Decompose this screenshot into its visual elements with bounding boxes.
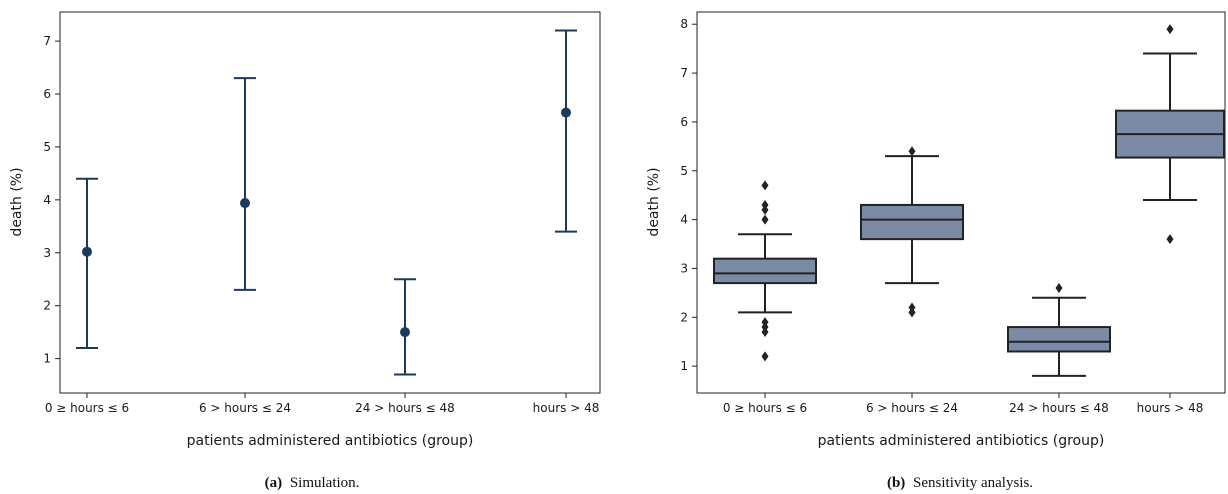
panel-b-outlier-point xyxy=(908,302,916,313)
panel-b-x-tick-label: 24 > hours ≤ 48 xyxy=(1009,401,1109,415)
panel-b-outlier-point xyxy=(1166,234,1174,245)
panel-b-y-tick-label: 1 xyxy=(680,359,688,373)
panel-a-errorbar-group xyxy=(76,177,98,350)
panel-a-y-tick-label: 7 xyxy=(43,34,51,48)
panel-a-x-axis: 0 ≥ hours ≤ 6 6 > hours ≤ 24 24 > hours ≤ … xyxy=(45,393,600,415)
panel-a-errorbar-group xyxy=(555,29,577,233)
panel-a-mean-point xyxy=(240,198,250,209)
panel-a-x-tick-label: 0 ≥ hours ≤ 6 xyxy=(45,401,129,415)
panel-b-box xyxy=(1007,326,1111,353)
panel-a-errorbar-group xyxy=(234,77,256,291)
panel-a-y-tick-label: 6 xyxy=(43,87,51,101)
panel-b-outlier-point xyxy=(1166,24,1174,35)
panel-a-y-tick-label: 5 xyxy=(43,140,51,154)
panel-a-plot-frame xyxy=(59,11,601,394)
panel-b-y-tick-label: 6 xyxy=(680,115,688,129)
panel-b-outlier-point xyxy=(761,214,769,225)
panel-b-caption-text: Sensitivity analysis. xyxy=(913,475,1033,491)
panel-b-plot-frame xyxy=(696,11,1226,394)
panel-b-y-axis-label: death (%) xyxy=(646,167,662,236)
panel-a-y-tick-label: 3 xyxy=(43,246,51,260)
panel-b-outlier-point xyxy=(761,317,769,328)
panel-a-y-axis-label: death (%) xyxy=(9,167,25,236)
panel-b-outlier-point xyxy=(761,351,769,362)
panel-b-x-axis: 0 ≥ hours ≤ 6 6 > hours ≤ 24 24 > hours ≤ … xyxy=(723,393,1204,415)
panel-b-caption: (b) Sensitivity analysis. xyxy=(887,475,1033,491)
panel-b-box-group xyxy=(713,180,817,362)
panel-a-x-tick-label: 24 > hours ≤ 48 xyxy=(355,401,455,415)
panel-a-errorbar-group xyxy=(394,278,416,376)
panel-b-y-tick-label: 5 xyxy=(680,164,688,178)
panel-a-simulation: 1 2 3 4 5 6 7 0 ≥ hours ≤ 6 6 > hours ≤ 24 24 > … xyxy=(9,11,601,491)
panel-a-x-axis-label: patients administered antibiotics (group… xyxy=(187,433,474,449)
panel-b-y-tick-label: 2 xyxy=(680,310,688,324)
panel-b-box xyxy=(713,257,817,285)
panel-b-x-tick-label: hours > 48 xyxy=(1137,401,1204,415)
panel-b-x-tick-label: 0 ≥ hours ≤ 6 xyxy=(723,401,807,415)
panel-b-caption-prefix: (b) xyxy=(887,475,905,491)
panel-b-y-tick-label: 7 xyxy=(680,66,688,80)
panel-a-x-tick-label: 6 > hours ≤ 24 xyxy=(199,401,291,415)
panel-b-x-axis-label: patients administered antibiotics (group… xyxy=(818,433,1105,449)
panel-a-y-tick-label: 4 xyxy=(43,193,51,207)
panel-b-y-axis: 1 2 3 4 5 6 7 8 xyxy=(680,17,697,373)
panel-b-y-tick-label: 3 xyxy=(680,261,688,275)
panel-a-y-axis: 1 2 3 4 5 6 7 xyxy=(43,34,60,366)
panel-a-mean-point xyxy=(400,327,410,338)
panel-b-box xyxy=(860,203,964,241)
panel-a-y-tick-label: 1 xyxy=(43,352,51,366)
panel-b-sensitivity-analysis: 1 2 3 4 5 6 7 8 0 ≥ hours ≤ 6 6 > hours ≤ 24 24 >… xyxy=(646,11,1226,491)
panel-b-outlier-point xyxy=(761,180,769,191)
panel-b-outlier-point xyxy=(761,199,769,210)
panel-b-marks xyxy=(713,24,1225,377)
panel-a-mean-point xyxy=(82,246,92,257)
panel-a-caption-text: Simulation. xyxy=(290,475,360,491)
panel-b-y-tick-label: 8 xyxy=(680,17,688,31)
panel-a-x-tick-label: hours > 48 xyxy=(533,401,600,415)
panel-a-caption-prefix: (a) xyxy=(265,475,283,491)
panel-b-box-group xyxy=(860,146,964,318)
panel-b-outlier-point xyxy=(1055,282,1063,293)
panel-b-x-tick-label: 6 > hours ≤ 24 xyxy=(866,401,958,415)
panel-b-y-tick-label: 4 xyxy=(680,213,688,227)
panel-a-mean-point xyxy=(561,107,571,118)
panel-b-outlier-point xyxy=(908,146,916,157)
panel-b-box-group xyxy=(1115,24,1225,245)
panel-a-marks xyxy=(76,29,577,376)
panel-a-caption: (a) Simulation. xyxy=(265,475,360,491)
panel-a-y-tick-label: 2 xyxy=(43,299,51,313)
panel-b-box-group xyxy=(1007,282,1111,377)
